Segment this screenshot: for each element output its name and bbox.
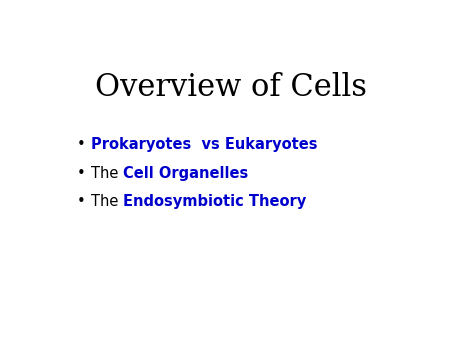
Text: The: The xyxy=(91,166,123,181)
Text: Overview of Cells: Overview of Cells xyxy=(94,72,367,103)
Text: Prokaryotes  vs Eukaryotes: Prokaryotes vs Eukaryotes xyxy=(91,137,318,152)
Text: The: The xyxy=(91,194,123,210)
Text: •: • xyxy=(76,194,85,210)
Text: •: • xyxy=(76,137,85,152)
Text: Endosymbiotic Theory: Endosymbiotic Theory xyxy=(123,194,306,210)
Text: •: • xyxy=(76,166,85,181)
Text: Cell Organelles: Cell Organelles xyxy=(123,166,248,181)
